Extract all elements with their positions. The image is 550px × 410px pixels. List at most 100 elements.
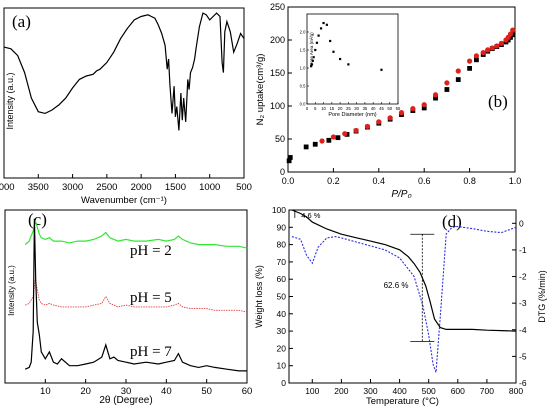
panel-d-x-tick-label: 700 (480, 386, 494, 396)
panel-a-x-tick-label: 1000 (199, 182, 220, 193)
panel-b-inset-data-point (314, 48, 317, 52)
panel-b-y-tick-label: 0 (280, 167, 285, 177)
panel-d-y2-tick-label: -6 (519, 378, 527, 388)
panel-a: (a) 4000 3500 3000 2500 2000 1500 1000 500 Waven… (0, 7, 252, 206)
panel-b-data-point-circle (498, 40, 504, 46)
panel-b-inset-y-tick-label: 0.5 (300, 84, 306, 89)
panel-b-inset-y-tick-label: 1.0 (300, 66, 306, 71)
panel-b-data-point-circle (330, 134, 336, 140)
panel-c-series-label: pH = 5 (130, 290, 172, 306)
panel-b-label: (b) (488, 92, 508, 111)
panel-b-data-point-circle (398, 110, 405, 116)
panel-b-inset-x-tick-label: 20 (338, 106, 343, 111)
panel-d-y-tick-label: 70 (277, 257, 287, 267)
panel-c-series-label: pH = 7 (130, 344, 172, 360)
panel-b-data-point-square (467, 65, 472, 71)
panel-b-inset-data-point (315, 41, 319, 44)
panel-b-inset-data-point (310, 63, 314, 66)
panel-c-x-tick-label: 40 (161, 386, 172, 397)
panel-a-x-tick-label: 500 (236, 182, 252, 193)
panel-a-x-tick-label: 3000 (62, 182, 83, 193)
panel-c-x-tick-label: 30 (121, 386, 132, 397)
panel-a-series-line (3, 12, 245, 131)
panel-b-data-point-square (444, 87, 450, 92)
panel-b-data-point-square (433, 95, 438, 101)
panel-d-y-tick-label: 20 (277, 343, 287, 353)
panel-b-data-point-square (421, 105, 427, 111)
panel-b-inset-x-tick-label: 0 (306, 106, 309, 111)
panel-d-y2-tick-label: -4 (519, 325, 527, 335)
panel-c-y-axis-title: Intensity (a.u.) (7, 265, 16, 316)
panel-d-x-axis-title: Temperature (°C) (366, 396, 439, 407)
panel-d-y2-tick-label: -2 (519, 272, 527, 282)
panel-b-inset-y-tick-label: 1.5 (300, 48, 306, 53)
panel-b-data-point-circle (421, 102, 427, 108)
panel-a-x-tick-label: 2000 (131, 182, 152, 193)
panel-b-inset-x-tick-label: 35 (363, 106, 368, 111)
panel-b-inset-data-point (317, 34, 320, 37)
panel-b-inset-x-tick-label: 25 (346, 106, 351, 111)
panel-d-y-tick-label: 50 (277, 292, 287, 302)
panel-d-x-tick-label: 100 (305, 386, 319, 396)
panel-c-series-line (24, 220, 248, 249)
panel-d-y2-tick-label: -3 (519, 298, 527, 308)
panel-a-x-tick-label: 2500 (96, 182, 117, 193)
panel-d-x-tick-label: 300 (363, 386, 377, 396)
panel-b-inset-y-axis-title: Pore Area (m²/g) (309, 32, 314, 66)
panel-c-series-line (25, 279, 248, 313)
panel-b: (b) 0.0 0.2 0.4 0.6 0.8 1.0050100150200250P/P… (255, 2, 521, 200)
panel-b-data-point-circle (444, 80, 450, 86)
panel-d-y-tick-label: 90 (277, 222, 287, 232)
panel-b-x-tick-label: 0.4 (373, 176, 386, 186)
panel-b-data-point-square (326, 137, 332, 143)
panel-b-x-tick-label: 0.6 (418, 176, 431, 186)
panel-d-x-tick-label: 400 (392, 386, 406, 396)
panel-b-x-tick-label: 0.8 (463, 176, 476, 186)
panel-b-inset-x-tick-label: 10 (321, 106, 326, 111)
panel-c-plot-frame (4, 209, 248, 384)
panel-a-x-tick-label: 3500 (28, 182, 49, 193)
panel-b-data-point-square (335, 135, 341, 141)
panel-b-data-point-circle (489, 45, 495, 51)
panel-d-weight-loss-line (291, 209, 517, 332)
panel-b-data-point-circle (455, 68, 461, 74)
panel-b-data-point-square (455, 77, 461, 82)
panel-d-y2-tick-label: -5 (519, 351, 527, 361)
panel-b-inset-data-point (310, 65, 313, 68)
panel-a-y-axis-title: Intensity (a.u.) (5, 72, 15, 129)
panel-d-y-tick-label: 60 (277, 274, 287, 284)
panel-b-data-point-circle (485, 47, 491, 53)
panel-b-data-point-circle (480, 49, 486, 56)
panel-d-annotation-label-1: 4.6 % (301, 211, 321, 220)
panel-c-x-tick-label: 60 (242, 386, 253, 397)
panel-b-y-tick-label: 200 (270, 35, 285, 45)
panel-d-label: (d) (442, 212, 462, 231)
panel-b-data-point-square (312, 141, 318, 147)
panel-a-x-tick-label: 4000 (0, 182, 15, 193)
panel-b-y-tick-label: 250 (270, 2, 285, 12)
panel-b-y-tick-label: 50 (275, 134, 285, 144)
panel-b-x-tick-label: 0.2 (327, 176, 340, 186)
panel-b-inset-y-tick-label: 0.0 (300, 102, 306, 107)
panel-b-data-point-square (303, 144, 309, 150)
panel-b-x-tick-label: 0.0 (282, 176, 295, 186)
panel-a-x-axis-title: Wavenumber (cm⁻¹) (81, 195, 167, 206)
panel-d-y2-axis-title: DTG (%/min) (537, 270, 547, 323)
panel-b-plot-frame (287, 6, 516, 173)
panel-b-x-axis-title: P/P₀ (391, 189, 411, 200)
panel-d-plot-frame (288, 209, 517, 384)
panel-b-data-point-square (286, 158, 292, 164)
panel-b-inset-frame (306, 13, 399, 105)
panel-b-data-point-circle (342, 131, 348, 137)
panel-b-data-point-circle (473, 53, 480, 59)
panel-c-series-line (24, 218, 247, 372)
panel-b-data-point-circle (387, 115, 393, 121)
panel-b-inset-y-tick-label: 2.0 (300, 30, 306, 35)
panel-d-dtg-line (291, 225, 517, 373)
panel-c-x-axis-title: 2θ (Degree) (99, 395, 152, 406)
panel-b-data-point-square (474, 57, 479, 63)
panel-b-inset-data-point (332, 50, 335, 53)
panel-b-y-tick-label: 150 (270, 68, 285, 78)
panel-b-inset-data-point (329, 39, 332, 43)
